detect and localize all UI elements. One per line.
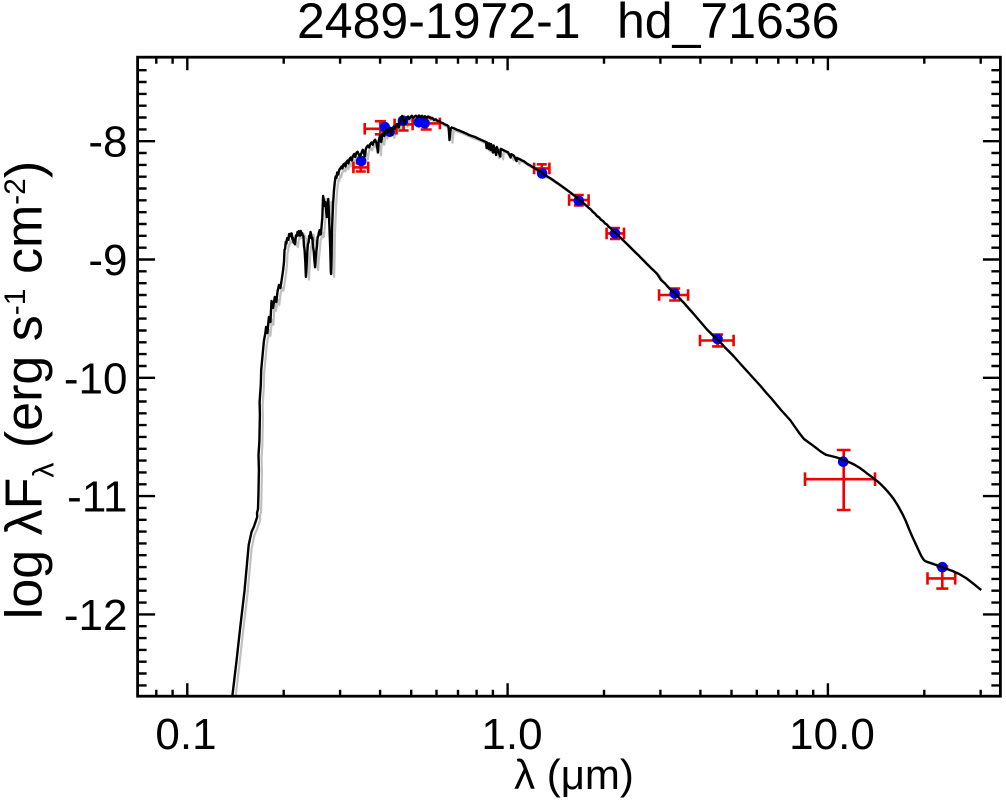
svg-text:log λF: log λF: [0, 478, 54, 620]
svg-text:-10: -10: [64, 354, 128, 403]
svg-text:λ: λ: [28, 463, 61, 478]
svg-text:hd_71636: hd_71636: [617, 0, 839, 49]
svg-text:0.1: 0.1: [155, 710, 216, 759]
svg-text:10.0: 10.0: [789, 710, 875, 759]
svg-text:-11: -11: [67, 473, 127, 522]
svg-text:λ (μm): λ (μm): [514, 751, 634, 798]
svg-text:-9: -9: [88, 236, 127, 285]
svg-text:cm: cm: [0, 205, 54, 289]
svg-text:): ): [0, 161, 54, 178]
svg-text:(erg s: (erg s: [0, 315, 54, 462]
svg-text:2489-1972-1: 2489-1972-1: [297, 0, 581, 49]
svg-text:-1: -1: [0, 289, 32, 316]
svg-text:1.0: 1.0: [481, 710, 542, 759]
svg-text:-12: -12: [64, 591, 128, 640]
svg-text:-8: -8: [88, 118, 127, 167]
svg-text:-2: -2: [0, 178, 32, 205]
